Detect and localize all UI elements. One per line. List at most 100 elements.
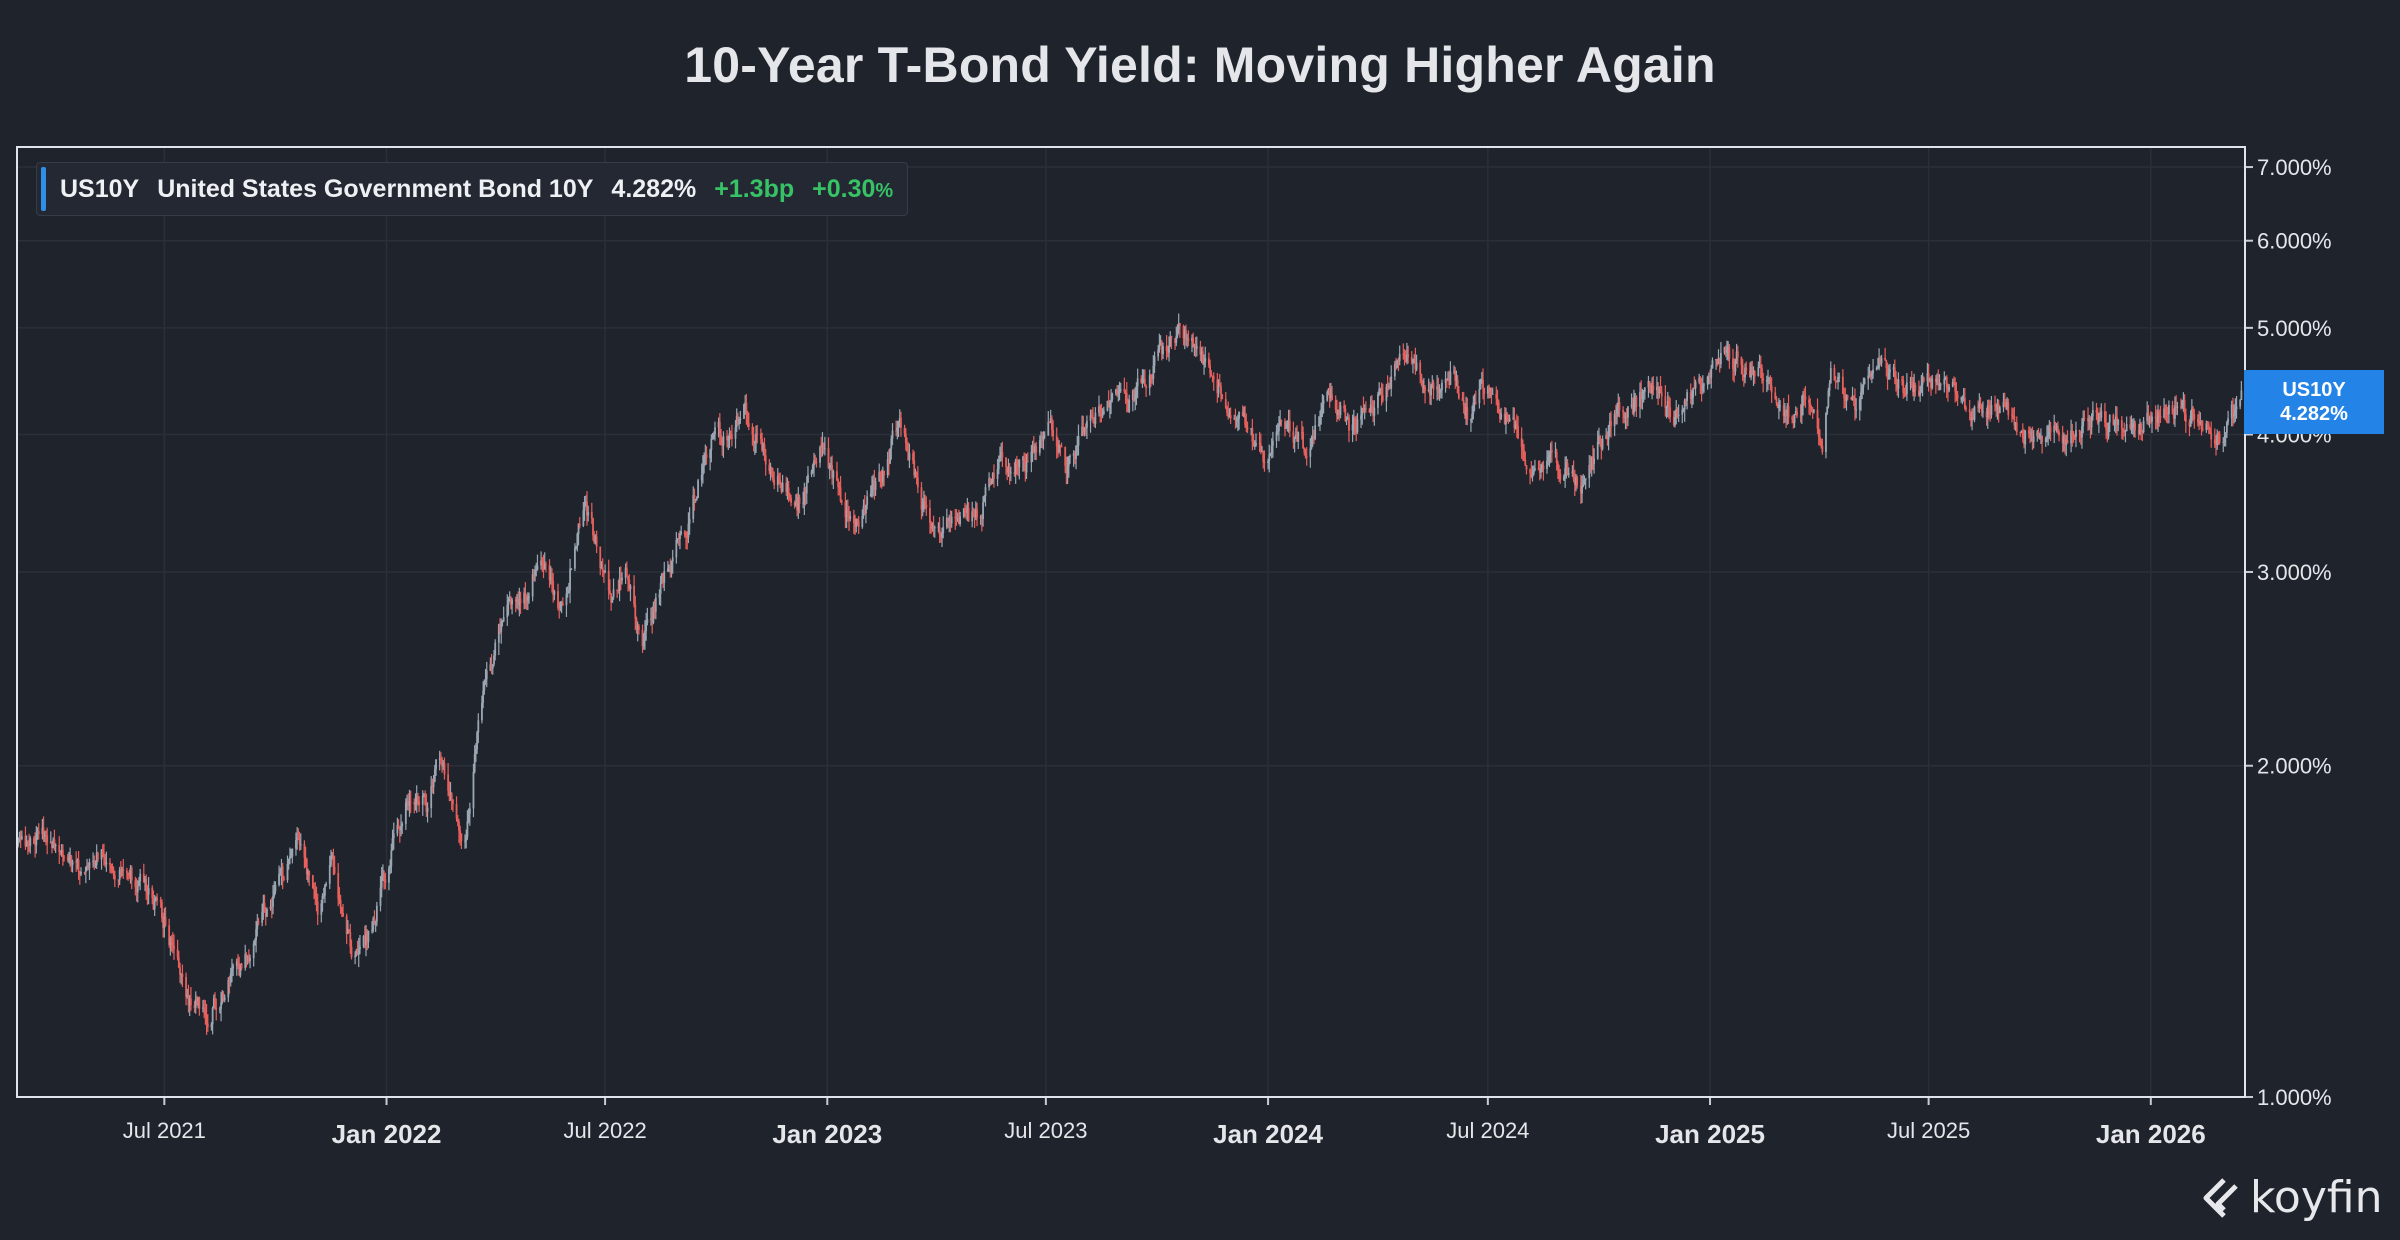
candle-body — [1785, 412, 1788, 417]
candle-body — [2141, 430, 2144, 433]
candle-body — [163, 916, 166, 928]
x-tick-label: Jan 2025 — [1655, 1119, 1765, 1149]
candle-body — [2095, 410, 2098, 413]
candle-body — [2075, 429, 2077, 437]
candle-body — [1143, 378, 1146, 387]
candle-body — [1279, 419, 1282, 425]
candle-body — [964, 508, 966, 512]
candle-body — [2140, 423, 2143, 431]
candle-body — [1880, 357, 1883, 364]
candle-body — [593, 535, 596, 543]
candle-body — [388, 868, 390, 883]
x-tick-label: Jul 2021 — [123, 1118, 206, 1143]
candle-body — [1228, 415, 1231, 417]
candle-body — [1133, 390, 1135, 401]
candle-body — [2193, 413, 2196, 419]
candle-body — [1390, 376, 1393, 389]
candle-body — [1816, 409, 1819, 429]
candle-body — [1779, 405, 1781, 407]
candle-body — [660, 573, 663, 583]
candle-body — [1018, 459, 1021, 468]
candle-body — [2232, 404, 2234, 417]
x-axis: Jul 2021 Jan 2022 Jul 2022 Jan 2023 Jul 2023… — [123, 1097, 2206, 1149]
candle-body — [797, 497, 800, 511]
candle-body — [1720, 352, 1722, 364]
candle-body — [1385, 386, 1388, 401]
candle-body — [1387, 386, 1390, 388]
candle-body — [720, 435, 722, 439]
series-legend[interactable]: US10Y United States Government Bond 10Y … — [36, 162, 909, 216]
candle-body — [1064, 446, 1067, 466]
candle-body — [68, 859, 70, 861]
candle-body — [525, 597, 528, 601]
candle-body — [1118, 390, 1121, 393]
candle-body — [87, 865, 90, 869]
candle-body — [557, 591, 559, 608]
candle-body — [1792, 419, 1795, 424]
candle-body — [404, 802, 407, 824]
candle-body — [1179, 323, 1181, 327]
candle-body — [743, 404, 745, 419]
candle-body — [2216, 433, 2219, 446]
candle-body — [245, 954, 248, 957]
candle-body — [861, 516, 864, 527]
brand-logo[interactable]: koyfin — [2202, 1172, 2382, 1223]
candle-body — [751, 426, 754, 435]
candle-body — [802, 503, 805, 505]
candle-body — [447, 774, 450, 791]
candle-body — [1444, 378, 1447, 383]
candle-body — [1517, 426, 1519, 439]
candle-body — [442, 763, 445, 767]
candle-body — [1204, 358, 1207, 363]
candle-body — [1043, 435, 1046, 437]
candle-body — [1199, 346, 1202, 355]
candle-body — [930, 522, 933, 529]
candle-body — [1623, 412, 1626, 419]
candle-body — [507, 599, 510, 605]
candle-body — [1258, 442, 1261, 444]
candle-body — [1474, 402, 1477, 404]
candle-body — [1014, 459, 1017, 475]
candle-body — [670, 561, 673, 573]
candle-body — [63, 856, 65, 858]
candle-body — [543, 563, 546, 570]
candle-body — [415, 796, 418, 803]
candle-body — [189, 998, 192, 1006]
candle-body — [651, 618, 654, 623]
candle-body — [146, 891, 149, 895]
candle-body — [849, 516, 852, 519]
candle-body — [2106, 429, 2109, 437]
candle-body — [1338, 409, 1341, 416]
candle-body — [1660, 392, 1663, 397]
candle-body — [1326, 391, 1329, 401]
candle-body — [1784, 412, 1786, 416]
candle-body — [1191, 337, 1193, 341]
candle-body — [1470, 419, 1472, 421]
candle-body — [1982, 411, 1984, 413]
candle-body — [1500, 413, 1503, 419]
candle-body — [1212, 376, 1215, 380]
candle-body — [366, 933, 369, 942]
candle-body — [77, 859, 80, 872]
candle-body — [2223, 437, 2226, 442]
candle-body — [688, 519, 691, 524]
candle-body — [71, 861, 74, 865]
candle-body — [1089, 415, 1092, 421]
candle-body — [1693, 387, 1696, 389]
candle-body — [634, 604, 637, 619]
candle-body — [218, 1008, 221, 1010]
candle-body — [1521, 447, 1524, 451]
candle-body — [679, 533, 681, 539]
candle-body — [257, 921, 260, 923]
candle-body — [1244, 416, 1247, 425]
candle-body — [501, 621, 504, 623]
candle-body — [211, 1007, 214, 1025]
candle-body — [1998, 407, 2001, 414]
candle-body — [971, 511, 974, 522]
candle-body — [906, 442, 908, 452]
candle-body — [2036, 431, 2039, 437]
candle-body — [768, 464, 771, 472]
candle-body — [1250, 428, 1253, 430]
candle-body — [811, 465, 814, 472]
